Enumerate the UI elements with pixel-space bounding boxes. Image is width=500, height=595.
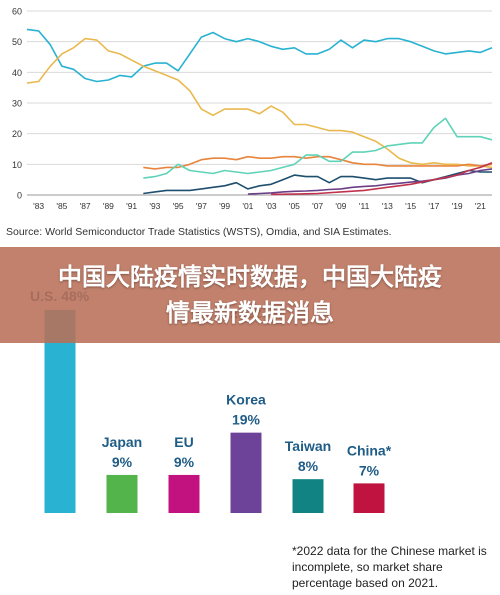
source-note: Source: World Semiconductor Trade Statis… — [6, 226, 392, 238]
x-tick-label: '11 — [359, 201, 370, 211]
y-tick-label: 50 — [12, 37, 22, 47]
x-tick-label: '21 — [475, 201, 486, 211]
y-tick-label: 10 — [12, 160, 22, 170]
bar-name-label: Japan — [102, 434, 142, 450]
bar-label-5: China* 7% — [347, 442, 392, 478]
y-tick-label: 40 — [12, 68, 22, 78]
x-tick-label: '83 — [33, 201, 44, 211]
title-banner: 中国大陆疫情实时数据，中国大陆疫情最新数据消息 — [0, 247, 500, 343]
x-tick-label: '91 — [126, 201, 137, 211]
bar-value-label: 19% — [232, 412, 261, 428]
y-tick-label: 0 — [17, 191, 22, 201]
bar-1 — [106, 474, 138, 513]
series-line-6 — [271, 162, 493, 196]
y-tick-label: 30 — [12, 99, 22, 109]
bar-value-label: 9% — [112, 454, 133, 470]
x-tick-label: '85 — [56, 201, 67, 211]
y-tick-label: 60 — [12, 7, 22, 17]
footnote: *2022 data for the Chinese market is inc… — [292, 544, 487, 590]
bar-4 — [292, 479, 324, 513]
series-line-0 — [26, 28, 493, 83]
x-tick-label: '13 — [382, 201, 393, 211]
bar-label-2: EU 9% — [174, 434, 195, 470]
x-tick-label: '17 — [428, 201, 439, 211]
series-line-2 — [143, 155, 493, 170]
bar-value-label: 9% — [174, 454, 195, 470]
bar-name-label: China* — [347, 442, 392, 458]
x-tick-label: '07 — [312, 201, 323, 211]
bar-name-label: EU — [174, 434, 193, 450]
y-tick-label: 20 — [12, 129, 22, 139]
x-tick-label: '01 — [242, 201, 253, 211]
x-tick-label: '95 — [173, 201, 184, 211]
series-line-1 — [26, 37, 493, 169]
x-tick-label: '97 — [196, 201, 207, 211]
x-tick-label: '19 — [452, 201, 463, 211]
x-tick-label: '15 — [405, 201, 416, 211]
x-tick-label: '93 — [149, 201, 160, 211]
bar-label-1: Japan 9% — [102, 434, 142, 470]
bar-0 — [44, 310, 76, 513]
x-tick-label: '99 — [219, 201, 230, 211]
bar-label-3: Korea 19% — [226, 392, 266, 428]
x-tick-label: '05 — [289, 201, 300, 211]
x-tick-label: '89 — [103, 201, 114, 211]
x-tick-label: '03 — [266, 201, 277, 211]
line-chart: 0 10 20 30 40 50 60 '83 '85 '87 '89 '91 '93 '95 '97 '99… — [12, 7, 493, 211]
bar-2 — [168, 474, 200, 513]
bar-value-label: 7% — [359, 462, 380, 478]
bar-value-label: 8% — [298, 458, 319, 474]
x-tick-label: '87 — [80, 201, 91, 211]
bar-label-4: Taiwan 8% — [285, 438, 331, 474]
bar-5 — [353, 483, 385, 513]
series-line-3 — [143, 117, 493, 179]
bar-name-label: Korea — [226, 392, 266, 408]
banner-text: 中国大陆疫情实时数据，中国大陆疫情最新数据消息 — [58, 263, 442, 327]
bar-name-label: Taiwan — [285, 438, 331, 454]
x-tick-label: '09 — [335, 201, 346, 211]
bar-3 — [230, 432, 262, 513]
